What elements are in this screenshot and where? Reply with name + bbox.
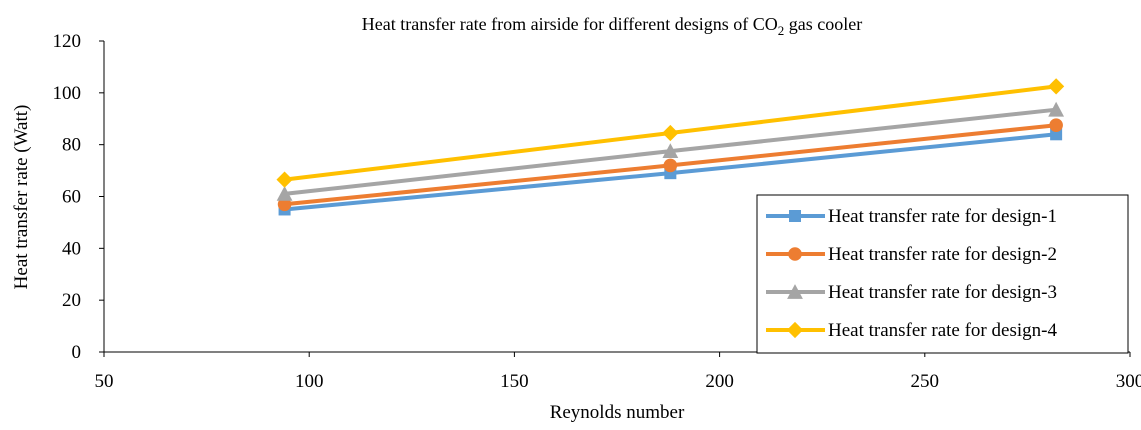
data-point <box>664 159 678 173</box>
data-point <box>276 172 292 188</box>
y-tick-label: 80 <box>62 135 81 156</box>
series-3 <box>277 102 1064 201</box>
data-point <box>1049 118 1063 132</box>
x-tick-label: 300 <box>1116 371 1141 392</box>
data-point <box>1048 78 1064 94</box>
y-tick-label: 120 <box>53 31 82 52</box>
legend-marker <box>789 210 801 222</box>
y-tick-label: 40 <box>62 238 81 259</box>
x-tick-label: 250 <box>911 371 940 392</box>
x-tick-label: 50 <box>95 371 114 392</box>
legend-label: Heat transfer rate for design-1 <box>828 206 1057 227</box>
chart-title: Heat transfer rate from airside for diff… <box>362 14 862 38</box>
legend: Heat transfer rate for design-1 Heat tran… <box>757 195 1128 353</box>
y-tick-label: 0 <box>72 342 82 363</box>
x-tick-label: 100 <box>295 371 324 392</box>
data-point <box>662 125 678 141</box>
x-axis-title: Reynolds number <box>550 402 685 423</box>
y-tick-label: 20 <box>62 290 81 311</box>
y-axis-title: Heat transfer rate (Watt) <box>11 105 32 290</box>
x-tick-label: 200 <box>705 371 734 392</box>
y-tick-label: 100 <box>53 83 82 104</box>
legend-label: Heat transfer rate for design-3 <box>828 282 1057 303</box>
x-tick-label: 150 <box>500 371 529 392</box>
legend-label: Heat transfer rate for design-4 <box>828 320 1057 341</box>
legend-marker <box>788 247 802 261</box>
legend-label: Heat transfer rate for design-2 <box>828 244 1057 265</box>
y-tick-label: 60 <box>62 187 81 208</box>
